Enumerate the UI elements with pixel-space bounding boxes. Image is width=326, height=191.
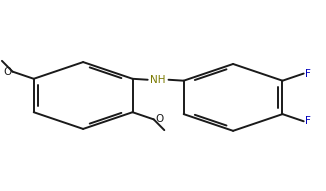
Text: NH: NH — [150, 75, 166, 85]
Text: O: O — [155, 114, 163, 124]
Text: F: F — [305, 69, 311, 79]
Text: O: O — [3, 67, 11, 77]
Text: F: F — [305, 116, 311, 126]
